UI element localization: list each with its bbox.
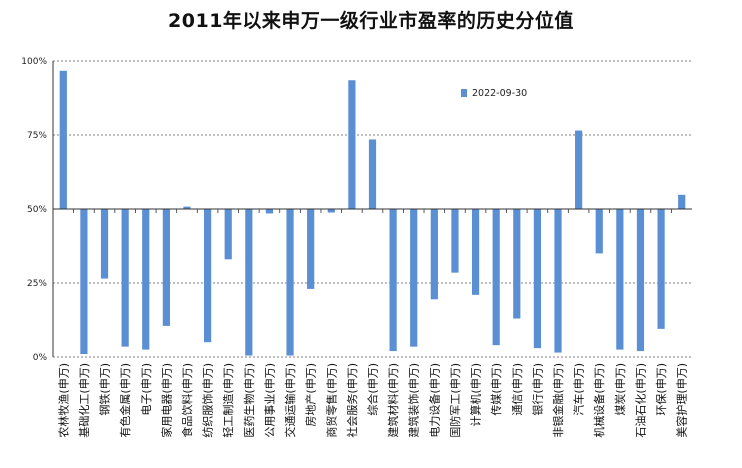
legend: 2022-09-30: [461, 88, 527, 99]
bar: [430, 209, 438, 300]
x-tick-label: 汽车(申万): [572, 363, 586, 416]
x-tick-label: 食品饮料(申万): [180, 363, 194, 438]
x-tick-label: 机械设备(申万): [592, 363, 606, 438]
x-tick-label: 医药生物(申万): [242, 363, 256, 438]
x-tick-label: 计算机(申万): [469, 363, 483, 427]
x-tick-label: 石油石化(申万): [633, 363, 647, 438]
bar: [513, 209, 521, 319]
bar: [451, 209, 459, 273]
x-tick-label: 基础化工(申万): [77, 363, 91, 438]
y-tick-label: 25%: [27, 279, 47, 289]
bar: [162, 209, 170, 326]
bar: [121, 209, 129, 347]
bar: [554, 209, 562, 353]
y-tick-label: 0%: [33, 353, 48, 363]
bar: [348, 80, 356, 210]
x-tick-label: 非银金融(申万): [551, 363, 565, 438]
bar: [678, 194, 686, 209]
x-tick-label: 有色金属(申万): [118, 363, 132, 438]
x-tick-label: 商贸零售(申万): [324, 363, 338, 438]
bar: [307, 209, 315, 289]
x-tick-label: 煤炭(申万): [614, 363, 627, 416]
x-tick-label: 传媒(申万): [490, 363, 503, 416]
bar: [471, 209, 480, 295]
bar: [286, 209, 294, 356]
bar-series: [59, 70, 686, 356]
bar: [575, 130, 583, 209]
legend-swatch: [461, 89, 467, 97]
x-tick-label: 建筑材料(申万): [386, 363, 400, 438]
y-axis: 0% 25% 50% 75% 100%: [21, 57, 47, 363]
bar: [389, 209, 397, 352]
x-tick-label: 纺织服饰(申万): [201, 363, 215, 438]
bar: [245, 209, 253, 356]
bar: [224, 209, 232, 260]
x-tick-label: 建筑装饰(申万): [407, 363, 421, 438]
x-tick-label: 钢铁(申万): [99, 363, 112, 416]
axes: [52, 61, 692, 357]
bar: [410, 209, 418, 347]
bar: [142, 209, 150, 350]
y-tick-label: 100%: [21, 57, 47, 67]
bar: [327, 209, 335, 213]
x-tick-label: 交通运输(申万): [283, 363, 297, 438]
x-tick-label: 电力设备(申万): [427, 363, 441, 438]
bar: [595, 209, 603, 254]
x-tick-label: 综合(申万): [366, 363, 380, 416]
x-tick-label: 公用事业(申万): [263, 363, 276, 438]
y-tick-label: 75%: [27, 131, 47, 141]
gridlines: [53, 60, 692, 358]
bar: [657, 209, 665, 329]
y-tick-label: 50%: [27, 205, 47, 215]
bar: [368, 139, 377, 209]
bar: [100, 209, 109, 279]
bar: [183, 206, 191, 209]
bar: [265, 209, 274, 214]
x-tick-label: 农林牧渔(申万): [56, 363, 70, 438]
bar: [533, 209, 542, 349]
bar: [492, 209, 500, 346]
x-tick-label: 社会服务(申万): [345, 363, 359, 438]
x-tick-label: 房地产(申万): [304, 363, 318, 427]
bar: [203, 209, 212, 343]
bar: [59, 70, 67, 209]
chart-title: 2011年以来申万一级行业市盈率的历史分位值: [168, 10, 574, 32]
bar: [636, 209, 645, 352]
bar: [616, 209, 624, 350]
x-tick-label: 通信(申万): [511, 363, 524, 416]
x-tick-label: 国防军工(申万): [448, 363, 462, 438]
x-axis: 农林牧渔(申万) 基础化工(申万) 钢铁(申万) 有色金属(申万) 电子(申万) 家用电器…: [56, 363, 688, 438]
x-tick-label: 家用电器(申万): [159, 363, 173, 438]
legend-label: 2022-09-30: [472, 88, 527, 99]
x-tick-label: 轻工制造(申万): [221, 363, 235, 438]
x-tick-label: 电子(申万): [140, 363, 153, 416]
x-tick-label: 环保(申万): [654, 363, 668, 416]
x-tick-label: 银行(申万): [530, 363, 544, 416]
bar: [80, 209, 88, 355]
x-tick-label: 美容护理(申万): [675, 363, 689, 438]
